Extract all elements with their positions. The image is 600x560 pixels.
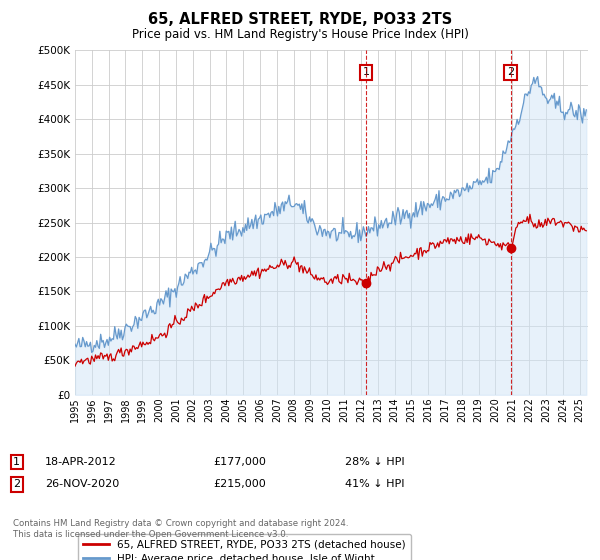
Text: 28% ↓ HPI: 28% ↓ HPI [345,457,404,467]
Text: £177,000: £177,000 [213,457,266,467]
Text: £215,000: £215,000 [213,479,266,489]
Text: Price paid vs. HM Land Registry's House Price Index (HPI): Price paid vs. HM Land Registry's House … [131,28,469,41]
Text: 2: 2 [13,479,20,489]
Text: Contains HM Land Registry data © Crown copyright and database right 2024.
This d: Contains HM Land Registry data © Crown c… [13,520,349,539]
Text: 41% ↓ HPI: 41% ↓ HPI [345,479,404,489]
Text: 26-NOV-2020: 26-NOV-2020 [45,479,119,489]
Text: 2: 2 [507,67,514,77]
Text: 1: 1 [362,67,370,77]
Text: 18-APR-2012: 18-APR-2012 [45,457,117,467]
Legend: 65, ALFRED STREET, RYDE, PO33 2TS (detached house), HPI: Average price, detached: 65, ALFRED STREET, RYDE, PO33 2TS (detac… [77,534,411,560]
Text: 65, ALFRED STREET, RYDE, PO33 2TS: 65, ALFRED STREET, RYDE, PO33 2TS [148,12,452,27]
Text: 1: 1 [13,457,20,467]
